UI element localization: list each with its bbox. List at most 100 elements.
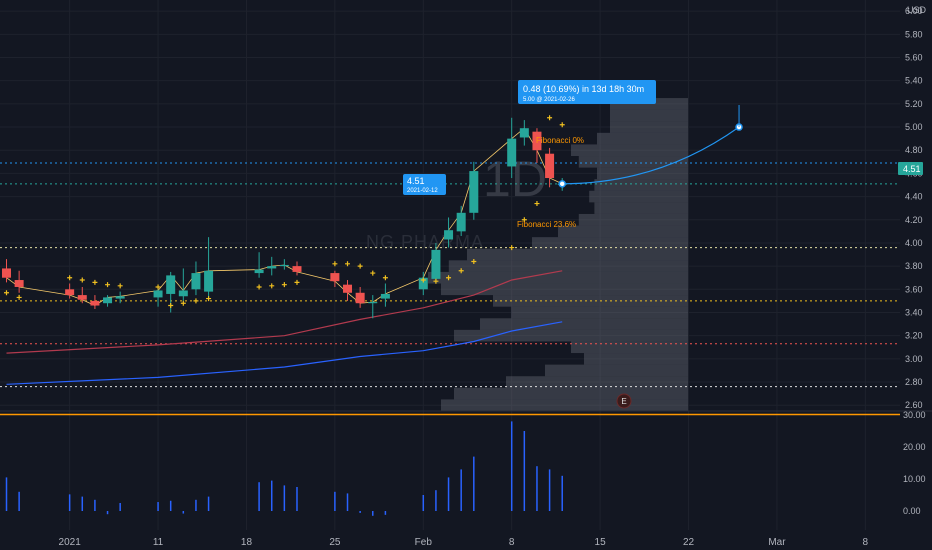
time-tick-label: 18 <box>241 537 253 548</box>
fib-236-label[interactable]: Fibonacci 23.6% <box>517 220 576 229</box>
candle[interactable] <box>444 217 454 248</box>
candle[interactable] <box>456 205 466 236</box>
candle[interactable] <box>115 291 125 304</box>
candle-body <box>103 297 113 304</box>
price-tick-label: 5.00 <box>905 122 923 132</box>
volume-profile-bar <box>589 190 688 203</box>
candle[interactable] <box>532 128 542 163</box>
sar-point <box>547 115 553 121</box>
candle-body <box>267 266 277 269</box>
price-date-tag[interactable]: 4.51 2021-02-12 <box>403 174 446 195</box>
candle[interactable] <box>90 295 100 310</box>
candle[interactable] <box>469 161 479 220</box>
sar-point <box>420 277 426 283</box>
sar-point <box>332 261 338 267</box>
candle-body <box>444 230 454 240</box>
candle[interactable] <box>431 242 441 284</box>
candle-body <box>380 293 390 299</box>
time-tick-label: 22 <box>683 537 695 548</box>
sar-point <box>16 294 22 300</box>
volume-profile-bar <box>594 202 688 214</box>
candle[interactable] <box>292 261 302 276</box>
sar-point <box>446 275 452 281</box>
fibonacci-labels[interactable]: Fibonacci 0% Fibonacci 23.6% <box>517 136 584 229</box>
volume-axis[interactable]: 30.00 20.00 10.00 0.00 <box>903 410 926 516</box>
price-tick-label: 2.60 <box>905 400 923 410</box>
price-tick-label: 4.20 <box>905 215 923 225</box>
sar-point <box>559 122 565 128</box>
candle[interactable] <box>545 147 555 188</box>
sar-point <box>433 278 439 284</box>
volume-profile-bar <box>545 364 688 377</box>
measure-start-point[interactable] <box>558 180 566 188</box>
candles[interactable] <box>2 117 567 319</box>
current-price-text: 4.51 <box>903 164 921 174</box>
candle[interactable] <box>418 271 428 296</box>
volume-tick-label: 10.00 <box>903 474 926 484</box>
sar-point <box>4 290 9 296</box>
measure-curve[interactable] <box>562 126 740 185</box>
fib-0-label[interactable]: Fibonacci 0% <box>536 136 584 145</box>
measure-label-main: 0.48 (10.69%) in 13d 18h 30m <box>523 84 644 94</box>
volume-profile-bar <box>448 260 688 272</box>
earnings-icon[interactable] <box>616 393 632 409</box>
candle[interactable] <box>103 295 113 307</box>
sar-point <box>79 277 85 283</box>
price-tick-label: 6.00 <box>905 6 923 16</box>
candle[interactable] <box>330 270 340 287</box>
measure-label[interactable]: 0.48 (10.69%) in 13d 18h 30m 5.00 @ 2021… <box>518 80 656 104</box>
measure-tool[interactable] <box>558 105 743 188</box>
candle-body <box>368 302 378 304</box>
candle[interactable] <box>2 259 11 283</box>
candle[interactable] <box>507 117 517 179</box>
time-tick-label: 25 <box>329 537 341 548</box>
volume-profile-bar <box>594 179 688 191</box>
time-tick-label: 8 <box>863 537 869 548</box>
date-tag-text: 2021-02-12 <box>407 188 438 194</box>
sar-point <box>294 279 300 285</box>
candle-body <box>115 296 125 299</box>
candle[interactable] <box>368 295 378 319</box>
candle-body <box>532 131 542 151</box>
candle-body <box>77 295 87 300</box>
candle-body <box>2 268 11 278</box>
candle[interactable] <box>380 283 390 307</box>
ma-red-line <box>6 270 563 354</box>
candle[interactable] <box>178 268 188 301</box>
candle[interactable] <box>191 261 201 296</box>
price-axis[interactable]: USD 6.005.805.605.405.205.004.804.604.40… <box>905 5 927 410</box>
price-tick-label: 4.40 <box>905 192 923 202</box>
candle[interactable] <box>279 259 289 270</box>
sar-point <box>67 275 73 281</box>
price-tick-label: 5.20 <box>905 99 923 109</box>
price-tick-label: 3.00 <box>905 354 923 364</box>
candle-body <box>204 270 214 292</box>
sar-point <box>193 298 199 304</box>
time-tick-label: 11 <box>153 537 164 548</box>
candle-body <box>456 212 466 232</box>
volume-profile-bar <box>571 341 688 354</box>
candle[interactable] <box>267 256 277 276</box>
candle[interactable] <box>77 286 87 304</box>
candle[interactable] <box>153 288 163 307</box>
candle-body <box>330 273 340 282</box>
sar-point <box>382 275 388 281</box>
time-axis[interactable]: 2021111825Feb81522Mar81522Apr <box>59 537 932 548</box>
volume-profile-bar <box>610 121 688 133</box>
volume-tick-label: 20.00 <box>903 442 926 452</box>
candle-body <box>191 273 201 290</box>
candle[interactable] <box>204 237 214 299</box>
earnings-marker[interactable]: E <box>616 393 632 409</box>
sar-point <box>534 201 540 207</box>
price-date-tag-box <box>403 174 446 195</box>
candle[interactable] <box>343 280 353 301</box>
candle[interactable] <box>355 286 365 308</box>
candle[interactable] <box>254 252 264 278</box>
horizontal-levels[interactable] <box>0 162 900 416</box>
candle[interactable] <box>519 120 529 146</box>
candle[interactable] <box>65 283 75 299</box>
candle[interactable] <box>14 270 24 293</box>
time-tick-label: Mar <box>768 537 786 548</box>
